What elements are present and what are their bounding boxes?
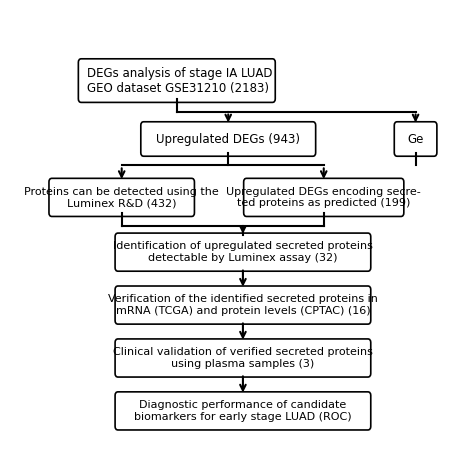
FancyBboxPatch shape: [115, 233, 371, 271]
Text: Diagnostic performance of candidate
biomarkers for early stage LUAD (ROC): Diagnostic performance of candidate biom…: [134, 400, 352, 422]
FancyBboxPatch shape: [115, 286, 371, 324]
FancyBboxPatch shape: [244, 178, 404, 217]
FancyBboxPatch shape: [78, 59, 275, 102]
FancyBboxPatch shape: [49, 178, 194, 217]
FancyBboxPatch shape: [394, 122, 437, 156]
Text: Identification of upregulated secreted proteins
detectable by Luminex assay (32): Identification of upregulated secreted p…: [113, 241, 373, 263]
Text: Upregulated DEGs (943): Upregulated DEGs (943): [156, 133, 300, 146]
Text: Proteins can be detected using the
Luminex R&D (432): Proteins can be detected using the Lumin…: [24, 187, 219, 208]
Text: Clinical validation of verified secreted proteins
using plasma samples (3): Clinical validation of verified secreted…: [113, 347, 373, 369]
Text: Verification of the identified secreted proteins in
mRNA (TCGA) and protein leve: Verification of the identified secreted …: [108, 294, 378, 316]
FancyBboxPatch shape: [141, 122, 316, 156]
Text: Ge: Ge: [407, 133, 424, 146]
Text: DEGs analysis of stage IA LUAD
GEO dataset GSE31210 (2183): DEGs analysis of stage IA LUAD GEO datas…: [87, 67, 273, 95]
FancyBboxPatch shape: [115, 339, 371, 377]
Text: Upregulated DEGs encoding secre-
ted proteins as predicted (199): Upregulated DEGs encoding secre- ted pro…: [227, 187, 421, 208]
FancyBboxPatch shape: [115, 392, 371, 430]
